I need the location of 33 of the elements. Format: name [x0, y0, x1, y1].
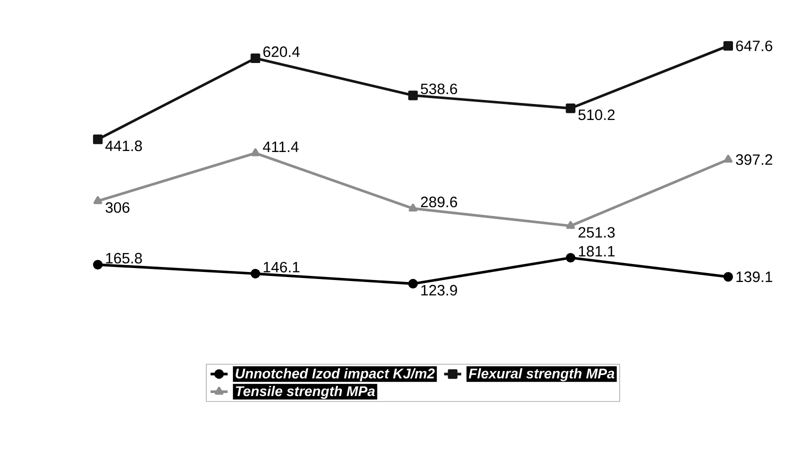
data-label: 441.8 [105, 140, 142, 152]
point [250, 53, 260, 64]
data-label: 181.1 [578, 246, 615, 257]
legend-label: Tensile strength MPa [236, 386, 375, 399]
data-label: 538.6 [420, 84, 458, 94]
data-label: 397.2 [736, 154, 772, 165]
data-label: 411.4 [262, 142, 299, 152]
point [93, 260, 103, 270]
data-label: 139.1 [736, 272, 772, 282]
point [566, 103, 576, 114]
point [723, 41, 733, 51]
data-label: 306 [106, 202, 130, 213]
point [93, 196, 102, 204]
point [93, 134, 103, 144]
point [251, 148, 260, 156]
data-label: 146.1 [264, 262, 300, 272]
data-label: 289.6 [420, 196, 458, 208]
point [250, 268, 260, 278]
point [408, 90, 418, 100]
point [566, 221, 575, 229]
legend-label: Unnotched Izod impact KJ/m2 [236, 368, 435, 382]
point [724, 154, 733, 163]
legend-label: Flexural strength MPa [468, 368, 614, 382]
data-label: 620.4 [263, 46, 300, 58]
data-label: 251.3 [578, 227, 615, 238]
point [566, 252, 576, 263]
data-label: 165.8 [106, 252, 142, 264]
data-label: 510.2 [578, 109, 615, 120]
point [723, 272, 733, 282]
point [408, 278, 418, 289]
data-label: 647.6 [736, 40, 772, 52]
point [408, 204, 418, 212]
data-label: 123.9 [421, 284, 458, 296]
